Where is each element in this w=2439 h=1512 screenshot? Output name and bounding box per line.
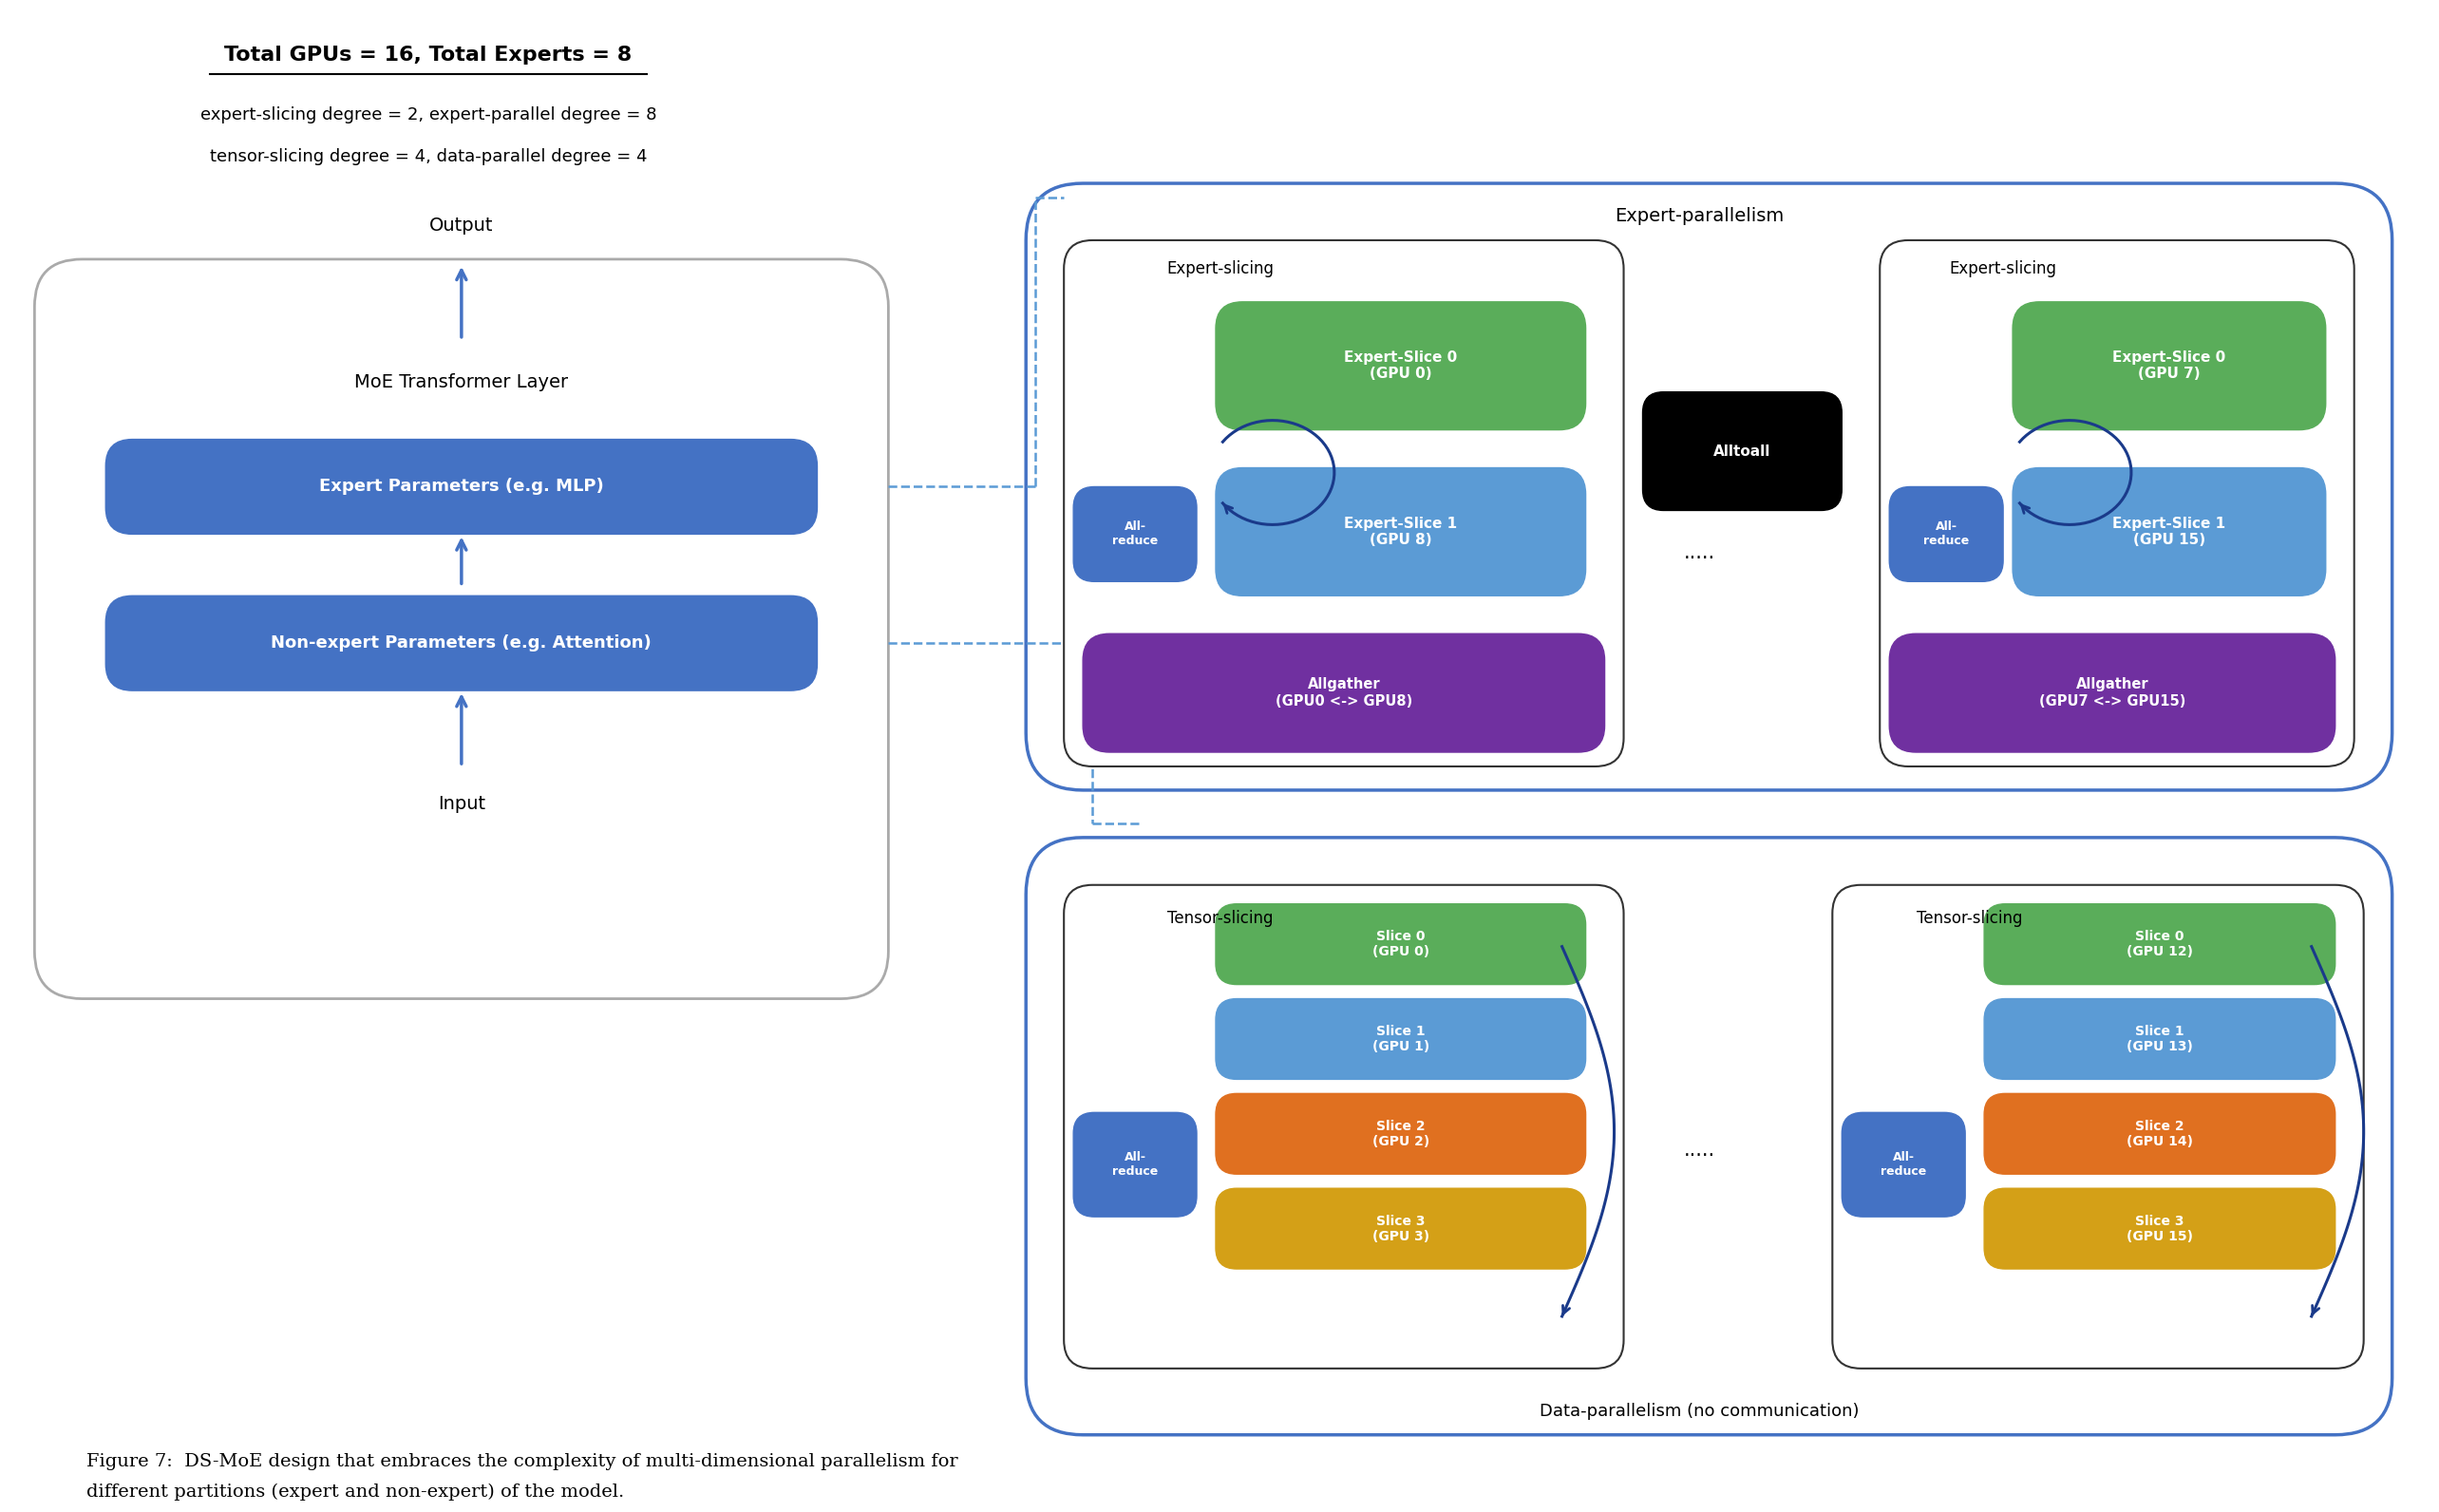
FancyBboxPatch shape bbox=[1215, 1093, 1585, 1175]
FancyBboxPatch shape bbox=[1890, 487, 2002, 582]
FancyBboxPatch shape bbox=[1890, 634, 2334, 751]
Text: Slice 1
(GPU 1): Slice 1 (GPU 1) bbox=[1373, 1025, 1429, 1054]
FancyBboxPatch shape bbox=[1880, 240, 2354, 767]
FancyBboxPatch shape bbox=[1215, 467, 1585, 596]
FancyBboxPatch shape bbox=[1985, 1188, 2334, 1269]
Text: Input: Input bbox=[437, 795, 485, 813]
Text: Expert-slicing: Expert-slicing bbox=[1166, 260, 1273, 277]
Text: Expert-slicing: Expert-slicing bbox=[1949, 260, 2056, 277]
Text: Output: Output bbox=[429, 218, 493, 234]
Text: Allgather
(GPU7 <-> GPU15): Allgather (GPU7 <-> GPU15) bbox=[2039, 677, 2185, 708]
FancyBboxPatch shape bbox=[1985, 999, 2334, 1080]
FancyBboxPatch shape bbox=[1073, 1113, 1198, 1217]
Text: .....: ..... bbox=[1683, 544, 1715, 562]
Text: MoE Transformer Layer: MoE Transformer Layer bbox=[354, 373, 568, 392]
Text: Figure 7:  DS-MoE design that embraces the complexity of multi-dimensional paral: Figure 7: DS-MoE design that embraces th… bbox=[88, 1453, 959, 1470]
Text: different partitions (expert and non-expert) of the model.: different partitions (expert and non-exp… bbox=[88, 1483, 624, 1500]
FancyBboxPatch shape bbox=[1073, 487, 1198, 582]
FancyBboxPatch shape bbox=[1215, 999, 1585, 1080]
FancyBboxPatch shape bbox=[1027, 838, 2393, 1435]
FancyBboxPatch shape bbox=[2012, 467, 2327, 596]
Text: Slice 0
(GPU 12): Slice 0 (GPU 12) bbox=[2127, 930, 2193, 959]
Text: Slice 0
(GPU 0): Slice 0 (GPU 0) bbox=[1373, 930, 1429, 959]
Text: Slice 1
(GPU 13): Slice 1 (GPU 13) bbox=[2127, 1025, 2193, 1054]
Text: Expert-Slice 0
(GPU 0): Expert-Slice 0 (GPU 0) bbox=[1344, 351, 1459, 381]
Text: Expert-parallelism: Expert-parallelism bbox=[1615, 207, 1785, 225]
Text: .....: ..... bbox=[1683, 1142, 1715, 1160]
FancyBboxPatch shape bbox=[1215, 1188, 1585, 1269]
FancyBboxPatch shape bbox=[1027, 183, 2393, 791]
FancyBboxPatch shape bbox=[1841, 1113, 1966, 1217]
Text: Expert-Slice 0
(GPU 7): Expert-Slice 0 (GPU 7) bbox=[2112, 351, 2227, 381]
Text: tensor-slicing degree = 4, data-parallel degree = 4: tensor-slicing degree = 4, data-parallel… bbox=[210, 148, 646, 165]
FancyBboxPatch shape bbox=[2012, 302, 2327, 429]
Text: Expert Parameters (e.g. MLP): Expert Parameters (e.g. MLP) bbox=[320, 478, 605, 496]
FancyBboxPatch shape bbox=[105, 596, 817, 691]
Text: Slice 3
(GPU 15): Slice 3 (GPU 15) bbox=[2127, 1214, 2193, 1243]
Text: Slice 2
(GPU 14): Slice 2 (GPU 14) bbox=[2127, 1119, 2193, 1148]
FancyBboxPatch shape bbox=[1832, 885, 2363, 1368]
Text: Non-expert Parameters (e.g. Attention): Non-expert Parameters (e.g. Attention) bbox=[271, 635, 651, 652]
Text: Expert-Slice 1
(GPU 8): Expert-Slice 1 (GPU 8) bbox=[1344, 517, 1456, 547]
FancyBboxPatch shape bbox=[1985, 904, 2334, 984]
Text: Data-parallelism (no communication): Data-parallelism (no communication) bbox=[1539, 1403, 1859, 1420]
FancyBboxPatch shape bbox=[1641, 392, 1841, 511]
Text: Total GPUs = 16, Total Experts = 8: Total GPUs = 16, Total Experts = 8 bbox=[224, 45, 632, 65]
Text: expert-slicing degree = 2, expert-parallel degree = 8: expert-slicing degree = 2, expert-parall… bbox=[200, 106, 656, 124]
Text: Tensor-slicing: Tensor-slicing bbox=[1917, 910, 2022, 927]
FancyBboxPatch shape bbox=[34, 259, 888, 999]
Text: Alltoall: Alltoall bbox=[1715, 445, 1771, 458]
Text: All-
reduce: All- reduce bbox=[1924, 520, 1968, 547]
FancyBboxPatch shape bbox=[1063, 240, 1624, 767]
FancyBboxPatch shape bbox=[105, 440, 817, 534]
Text: Slice 2
(GPU 2): Slice 2 (GPU 2) bbox=[1373, 1119, 1429, 1148]
FancyBboxPatch shape bbox=[1985, 1093, 2334, 1175]
Text: Allgather
(GPU0 <-> GPU8): Allgather (GPU0 <-> GPU8) bbox=[1276, 677, 1412, 708]
FancyBboxPatch shape bbox=[1063, 885, 1624, 1368]
Text: Slice 3
(GPU 3): Slice 3 (GPU 3) bbox=[1373, 1214, 1429, 1243]
FancyBboxPatch shape bbox=[1215, 302, 1585, 429]
FancyBboxPatch shape bbox=[1083, 634, 1605, 751]
Text: Expert-Slice 1
(GPU 15): Expert-Slice 1 (GPU 15) bbox=[2112, 517, 2227, 547]
FancyBboxPatch shape bbox=[1215, 904, 1585, 984]
Text: All-
reduce: All- reduce bbox=[1112, 1151, 1159, 1178]
Text: All-
reduce: All- reduce bbox=[1880, 1151, 1927, 1178]
Text: Tensor-slicing: Tensor-slicing bbox=[1168, 910, 1273, 927]
Text: All-
reduce: All- reduce bbox=[1112, 520, 1159, 547]
